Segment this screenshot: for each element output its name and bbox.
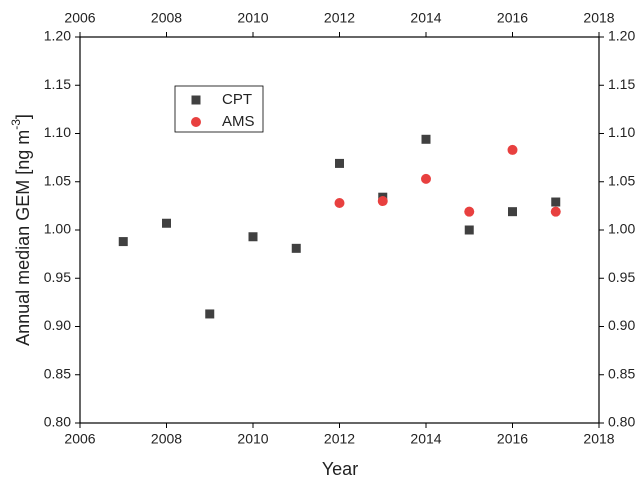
data-point <box>421 134 431 144</box>
data-point <box>291 243 301 253</box>
legend-marker <box>191 117 201 127</box>
y-tick-label: 0.90 <box>44 317 71 333</box>
data-point <box>162 218 171 228</box>
data-point <box>335 158 344 168</box>
data-point <box>464 225 474 235</box>
x-top-tick-label: 2008 <box>151 10 182 26</box>
x-top-tick-label: 2018 <box>583 10 614 26</box>
y-tick-label: 1.20 <box>44 28 71 44</box>
y-tick-label: 1.15 <box>44 76 71 92</box>
y-tick-label: 1.05 <box>44 172 71 188</box>
data-point <box>205 309 215 319</box>
y-right-tick-label: 0.85 <box>608 365 635 381</box>
y-tick-label: 0.85 <box>44 365 71 381</box>
x-top-tick-label: 2016 <box>497 10 528 26</box>
x-tick-label: 2006 <box>64 431 95 447</box>
x-tick-label: 2010 <box>237 431 268 447</box>
x-tick-label: 2018 <box>583 431 614 447</box>
y-right-tick-label: 1.00 <box>608 221 635 237</box>
x-top-tick-label: 2014 <box>410 10 441 26</box>
x-tick-label: 2016 <box>497 431 528 447</box>
y-tick-label: 0.95 <box>44 269 71 285</box>
legend-label: CPT <box>222 91 252 108</box>
x-tick-label: 2008 <box>151 431 182 447</box>
x-axis-label: Year <box>322 459 358 479</box>
data-point <box>421 173 431 184</box>
plot-frame <box>79 36 600 424</box>
y-tick-label: 1.00 <box>44 221 71 237</box>
y-right-tick-label: 1.15 <box>608 76 635 92</box>
y-right-tick-label: 1.10 <box>608 124 635 140</box>
y-axis-label-sup: -3 <box>9 119 23 130</box>
data-point <box>508 207 517 217</box>
x-tick-label: 2012 <box>324 431 355 447</box>
y-right-tick-label: 1.05 <box>608 172 635 188</box>
y-axis-label-end: ] <box>13 114 33 119</box>
data-point <box>377 196 388 207</box>
data-point <box>464 206 475 217</box>
y-right-tick-label: 1.20 <box>608 28 635 44</box>
data-point <box>248 232 258 242</box>
x-tick-label: 2014 <box>410 431 441 447</box>
x-top-tick-label: 2012 <box>324 10 355 26</box>
x-top-tick-label: 2010 <box>237 10 268 26</box>
y-axis-label-main: Annual median GEM [ng m <box>13 130 33 346</box>
data-point <box>550 206 561 217</box>
y-tick-label: 1.10 <box>44 124 71 140</box>
y-right-tick-label: 0.90 <box>608 317 635 333</box>
y-tick-label: 0.80 <box>44 414 71 430</box>
data-point <box>551 197 561 207</box>
y-right-tick-label: 0.80 <box>608 414 635 430</box>
y-right-tick-label: 0.95 <box>608 269 635 285</box>
x-top-tick-label: 2006 <box>64 10 95 26</box>
legend-label: AMS <box>222 113 255 130</box>
y-axis-label: Annual median GEM [ng m-3] <box>9 114 33 346</box>
data-point <box>507 144 518 155</box>
data-point <box>118 237 128 247</box>
data-point <box>334 197 345 208</box>
legend-marker <box>191 95 201 105</box>
legend-box <box>174 85 264 133</box>
